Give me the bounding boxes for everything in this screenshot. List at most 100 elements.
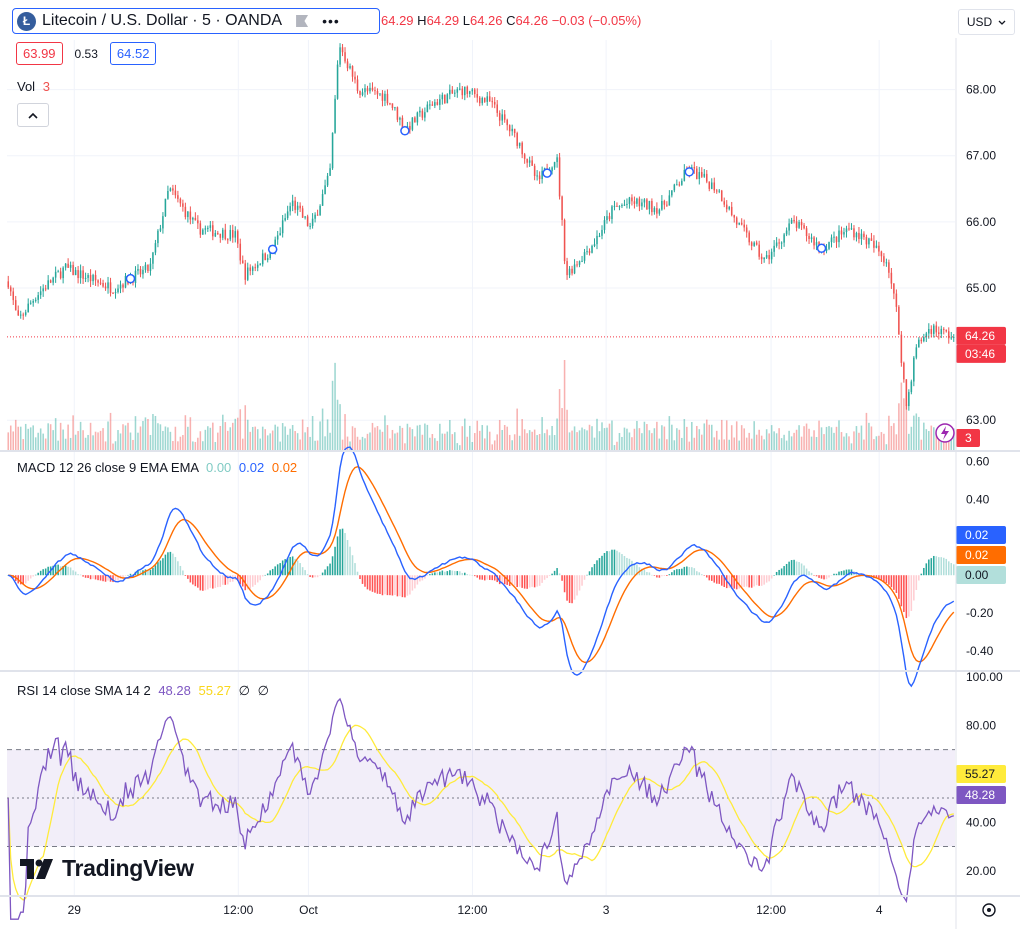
candle-body: [109, 282, 112, 293]
macd-histogram-bar: [750, 575, 753, 588]
macd-legend[interactable]: MACD 12 26 close 9 EMA EMA 0.00 0.02 0.0…: [17, 460, 297, 475]
candle-body: [339, 47, 341, 65]
volume-bar: [908, 433, 910, 450]
lightning-icon[interactable]: [935, 423, 955, 443]
macd-histogram-bar: [159, 560, 162, 576]
macd-histogram-bar: [728, 575, 730, 588]
macd-histogram-bar: [795, 561, 798, 576]
candle-body: [910, 381, 913, 393]
macd-histogram-bar: [154, 565, 157, 576]
candle-body: [147, 264, 149, 271]
macd-histogram-bar: [706, 575, 708, 578]
macd-histogram-bar: [745, 575, 748, 587]
candle-body: [835, 236, 838, 243]
candle-body: [19, 314, 22, 316]
macd-histogram-bar: [910, 575, 913, 611]
volume-bar: [855, 426, 858, 450]
macd-histogram-bar: [107, 575, 109, 581]
candle-body: [945, 329, 948, 332]
time-axis[interactable]: 29 12:00 Oct 12:00 3 12:00 4: [68, 903, 996, 917]
volume-bar: [52, 430, 54, 450]
volume-bar: [411, 429, 414, 450]
rsi-legend[interactable]: RSI 14 close SMA 14 2 48.28 55.27 ∅ ∅: [17, 683, 269, 699]
candle-body: [29, 302, 32, 304]
currency-selector[interactable]: USD: [958, 9, 1015, 35]
tradingview-branding[interactable]: TradingView: [20, 855, 194, 882]
volume-bar: [541, 417, 543, 450]
macd-histogram-bar: [419, 575, 421, 582]
volume-legend[interactable]: Vol 3: [17, 79, 50, 94]
candle-body: [933, 325, 935, 334]
macd-histogram-bar: [276, 564, 279, 576]
volume-bar: [805, 423, 808, 450]
macd-histogram-bar: [84, 575, 87, 578]
volume-bar: [246, 419, 249, 450]
symbol-search-box[interactable]: Ł Litecoin / U.S. Dollar · 5 · OANDA •••: [12, 8, 380, 34]
volume-bar: [449, 420, 451, 450]
candle-body: [636, 198, 638, 204]
volume-bar: [22, 439, 24, 450]
volume-bar: [663, 426, 666, 450]
macd-hist-value: 0.00: [205, 460, 232, 475]
settings-gear-icon[interactable]: [982, 903, 996, 917]
volume-bar: [59, 422, 62, 450]
macd-histogram-bar: [127, 574, 129, 576]
macd-histogram-bar: [384, 575, 386, 595]
candle-body: [623, 204, 626, 206]
macd-histogram-bar: [411, 575, 414, 591]
candle-body: [9, 287, 12, 292]
macd-histogram-bar: [803, 565, 805, 576]
candle-body: [765, 255, 768, 258]
flag-icon[interactable]: [296, 15, 309, 27]
candle-body: [384, 93, 386, 101]
candle-body: [661, 200, 663, 210]
macd-histogram-bar: [943, 557, 945, 576]
macd-histogram-bar: [459, 571, 461, 576]
candle-body: [566, 261, 568, 276]
sell-price-button[interactable]: 63.99: [16, 42, 63, 65]
volume-bar: [197, 437, 199, 450]
candle-body: [37, 295, 39, 300]
candle-body: [925, 333, 928, 338]
volume-bar: [531, 431, 533, 450]
macd-histogram-bar: [249, 575, 252, 589]
macd-histogram-bar: [167, 552, 169, 576]
volume-bar: [129, 432, 132, 450]
macd-histogram-bar: [835, 573, 838, 576]
candle-body: [167, 190, 169, 199]
volume-bar: [750, 438, 753, 450]
macd-histogram-bar: [753, 575, 755, 587]
volume-bar: [860, 425, 863, 450]
volume-bar: [473, 433, 476, 450]
macd-histogram-bar: [97, 575, 99, 581]
collapse-legend-button[interactable]: [17, 103, 49, 127]
candle-body: [671, 190, 673, 196]
volume-bar: [336, 399, 339, 450]
candle-body: [72, 264, 74, 276]
candle-body: [923, 337, 925, 342]
more-options-icon[interactable]: •••: [322, 13, 340, 29]
candle-body: [331, 132, 334, 169]
macd-histogram-bar: [591, 567, 593, 576]
volume-bar: [254, 426, 256, 450]
macd-histogram-bar: [117, 575, 119, 581]
macd-histogram-bar: [434, 572, 436, 576]
volume-bar: [678, 429, 681, 450]
macd-histogram-bar: [87, 575, 89, 579]
price-axis[interactable]: 68.00 67.00 66.00 65.00 63.00 0.60 0.40 -0.20 -0…: [956, 83, 1006, 878]
candle-body: [521, 142, 523, 155]
buy-price-button[interactable]: 64.52: [109, 42, 157, 65]
candle-body: [279, 233, 281, 236]
candle-body: [157, 230, 159, 244]
volume-bar: [356, 436, 359, 450]
candle-body: [134, 270, 137, 284]
svg-text:0.00: 0.00: [965, 568, 989, 582]
candle-body: [69, 264, 72, 268]
candle-body: [773, 245, 775, 252]
candle-body: [411, 117, 414, 130]
volume-bar: [603, 428, 606, 450]
volume-bar: [686, 426, 688, 450]
candle-body: [536, 175, 538, 177]
volume-bar: [134, 416, 137, 450]
